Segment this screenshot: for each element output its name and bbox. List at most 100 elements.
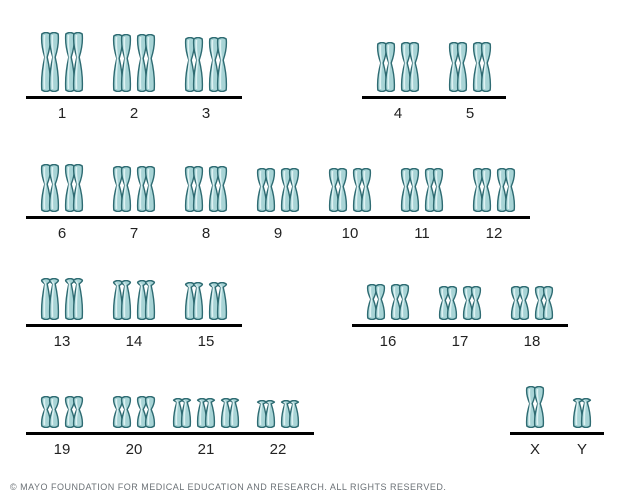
chromosome-pair (248, 148, 308, 212)
chromosome-pair (32, 364, 92, 428)
chromosome-icon (472, 42, 492, 92)
chromosome-group: 6789101112 (26, 148, 530, 242)
chromosome-label: 11 (386, 225, 458, 242)
chromosome-cell (170, 148, 242, 212)
chromosome-icon (112, 280, 132, 320)
chromosome-icon (472, 168, 492, 212)
chromosome-group: 19202122 (26, 364, 314, 458)
chromosome-label: 19 (26, 441, 98, 458)
chromosome-cell (26, 28, 98, 92)
group-labels: 131415 (26, 333, 242, 350)
chromosome-group-block: 19202122 (26, 364, 314, 458)
group-labels: 45 (362, 105, 506, 122)
chromosome-pair (176, 256, 236, 320)
chromosome-cell (98, 28, 170, 92)
chromosome-cell (242, 148, 314, 212)
chromosome-icon (64, 164, 84, 212)
chromosome-group-block: 6789101112 (26, 148, 530, 242)
chromosome-pair (104, 364, 164, 428)
chromosome-pair (176, 148, 236, 212)
chromosome-cell (170, 256, 242, 320)
chromosome-icon (280, 400, 300, 428)
chromosome-pair (358, 256, 418, 320)
chromosome-cell (170, 364, 242, 428)
chromosome-icon (462, 286, 482, 320)
chromosome-group-block: XY (510, 364, 604, 458)
chromosome-pair (104, 256, 164, 320)
chromosome-label: 9 (242, 225, 314, 242)
group-rule (510, 432, 604, 435)
karyotype-diagram: { "copyright": "© MAYO FOUNDATION FOR ME… (0, 0, 632, 500)
chromosome-label: 18 (496, 333, 568, 350)
chromosome-icon (572, 398, 592, 428)
chromosome-cell (386, 148, 458, 212)
group-labels: 19202122 (26, 441, 314, 458)
chromosome-icon (220, 398, 240, 428)
chromosome-label: 2 (98, 105, 170, 122)
chromosome-label: 13 (26, 333, 98, 350)
chromosome-label: 3 (170, 105, 242, 122)
chromosome-label: 5 (434, 105, 506, 122)
chromosome-icon (448, 42, 468, 92)
chromosome-label: Y (560, 441, 604, 458)
chromosome-label: 21 (170, 441, 242, 458)
chromosome-label: 1 (26, 105, 98, 122)
chromosome-label: 4 (362, 105, 434, 122)
chromosome-icon (208, 166, 228, 212)
chromosome-icon (136, 166, 156, 212)
chromosome-pair (104, 28, 164, 92)
chromosome-cell (98, 148, 170, 212)
chromosome-icon (424, 168, 444, 212)
chromosome-icon (184, 282, 204, 320)
chromosome-label: 8 (170, 225, 242, 242)
chromosome-pair (392, 148, 452, 212)
chromosome-group-block: 161718 (352, 256, 568, 350)
chromosome-label: 20 (98, 441, 170, 458)
chromosome-icon (64, 32, 84, 92)
chromosome-cell (26, 256, 98, 320)
copyright-text: © MAYO FOUNDATION FOR MEDICAL EDUCATION … (10, 482, 446, 492)
chromosome-pair (517, 364, 553, 428)
chromosome-group-block: 123 (26, 28, 242, 122)
chromosome-icon (112, 166, 132, 212)
chromosome-group: 131415 (26, 256, 242, 350)
group-labels: XY (510, 441, 604, 458)
group-rule (26, 432, 314, 435)
chromosome-pair (320, 148, 380, 212)
chromosome-icon (208, 282, 228, 320)
chromosome-cell (458, 148, 530, 212)
chromosome-pair (430, 256, 490, 320)
chromosome-group: 45 (362, 28, 506, 122)
chromosome-label: X (510, 441, 560, 458)
chromosome-label: 22 (242, 441, 314, 458)
chromosome-icon (40, 396, 60, 428)
chromosome-cell (560, 364, 604, 428)
chromosome-cell (314, 148, 386, 212)
chromosome-pair (32, 148, 92, 212)
group-rule (352, 324, 568, 327)
chromosome-cell (424, 256, 496, 320)
chromosome-cell (26, 364, 98, 428)
group-rule (26, 324, 242, 327)
chromosome-icon (438, 286, 458, 320)
group-rule (26, 96, 242, 99)
group-rule (26, 216, 530, 219)
chromosome-cell (352, 256, 424, 320)
chromosome-pair (564, 364, 600, 428)
chromosome-cell (510, 364, 560, 428)
chromosome-icon (256, 400, 276, 428)
chromosome-icon (208, 37, 228, 92)
chromosome-icon (196, 398, 216, 428)
chromosome-group: 123 (26, 28, 242, 122)
chromosome-group-block: 131415 (26, 256, 242, 350)
chromosome-cell (26, 148, 98, 212)
chromosome-label: 12 (458, 225, 530, 242)
chromosome-group: 161718 (352, 256, 568, 350)
chromosome-group: XY (510, 364, 604, 458)
chromosome-icon (376, 42, 396, 92)
chromosome-cell (98, 364, 170, 428)
chromosome-icon (64, 396, 84, 428)
chromosome-pair (32, 28, 92, 92)
chromosome-icon (184, 37, 204, 92)
chromosome-icon (136, 280, 156, 320)
